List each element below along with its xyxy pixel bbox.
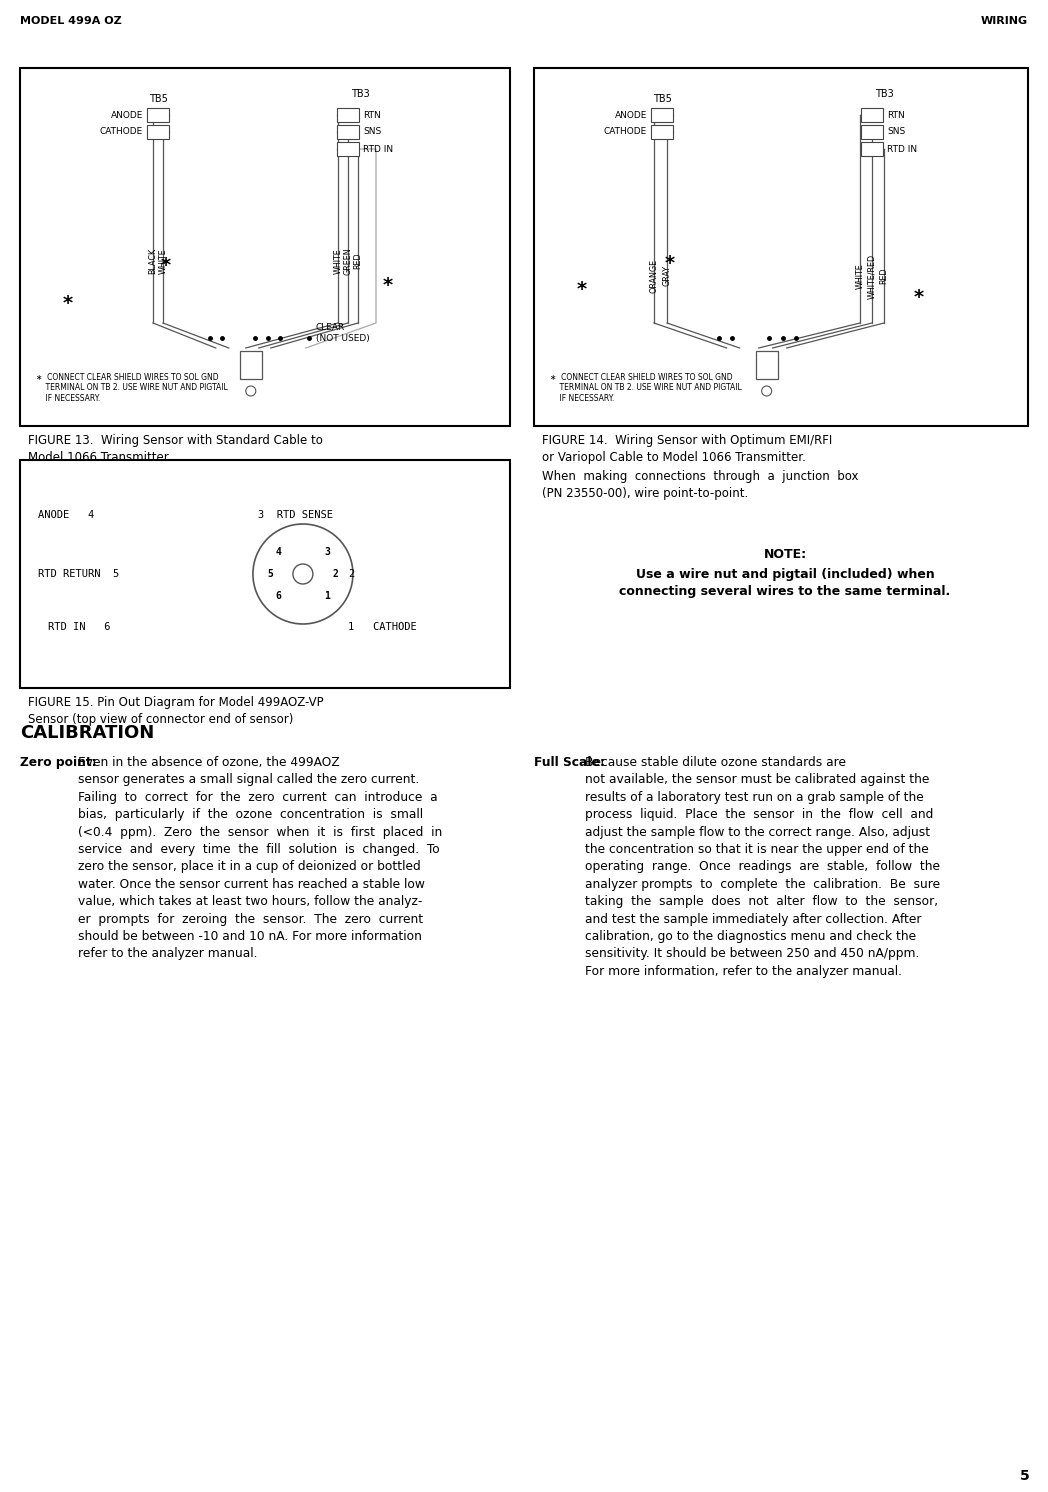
Text: RTD IN: RTD IN: [363, 145, 393, 154]
Text: RTD IN   6: RTD IN 6: [48, 622, 110, 633]
Text: TB5: TB5: [653, 94, 672, 104]
Text: SNS: SNS: [887, 127, 905, 136]
Text: RED: RED: [353, 252, 363, 270]
Text: WHITE/RED: WHITE/RED: [868, 254, 876, 298]
Text: ANODE: ANODE: [111, 110, 143, 119]
Text: RED: RED: [879, 267, 889, 285]
Bar: [240, 351, 262, 379]
Text: *: *: [914, 288, 924, 307]
Text: WHITE: WHITE: [855, 263, 865, 289]
Text: ANODE   4: ANODE 4: [38, 510, 94, 519]
Bar: [534, 69, 1028, 427]
Circle shape: [246, 386, 256, 395]
Text: TB5: TB5: [149, 94, 168, 104]
Text: NOTE:: NOTE:: [763, 548, 807, 561]
Text: BLACK: BLACK: [149, 248, 157, 275]
Text: Full Scale:: Full Scale:: [534, 756, 605, 768]
Circle shape: [253, 524, 353, 624]
Text: WIRING: WIRING: [981, 16, 1028, 25]
Bar: [861, 107, 883, 122]
Bar: [756, 351, 778, 379]
Bar: [337, 107, 359, 122]
Text: GREEN: GREEN: [344, 248, 352, 275]
Text: ORANGE: ORANGE: [650, 260, 658, 292]
Text: MODEL 499A OZ: MODEL 499A OZ: [20, 16, 122, 25]
Bar: [861, 142, 883, 157]
Text: 1   CATHODE: 1 CATHODE: [348, 622, 417, 633]
Text: ∗  CONNECT CLEAR SHIELD WIRES TO SOL GND
    TERMINAL ON TB 2. USE WIRE NUT AND : ∗ CONNECT CLEAR SHIELD WIRES TO SOL GND …: [36, 373, 227, 403]
Text: 4: 4: [276, 548, 281, 557]
Text: 3: 3: [325, 548, 331, 557]
Text: *: *: [577, 280, 587, 300]
Text: *: *: [664, 254, 675, 273]
Text: CATHODE: CATHODE: [100, 127, 143, 136]
Text: 1: 1: [325, 591, 330, 601]
Text: RTN: RTN: [363, 110, 380, 119]
Text: FIGURE 15. Pin Out Diagram for Model 499AOZ-VP
Sensor (top view of connector end: FIGURE 15. Pin Out Diagram for Model 499…: [28, 695, 324, 727]
Bar: [147, 125, 169, 139]
Text: Even in the absence of ozone, the 499AOZ
sensor generates a small signal called : Even in the absence of ozone, the 499AOZ…: [78, 756, 442, 961]
Text: Use a wire nut and pigtail (included) when
connecting several wires to the same : Use a wire nut and pigtail (included) wh…: [619, 568, 951, 598]
Bar: [861, 125, 883, 139]
Text: Zero point:: Zero point:: [20, 756, 96, 768]
Text: RTD IN: RTD IN: [887, 145, 917, 154]
Text: SNS: SNS: [363, 127, 381, 136]
Text: *: *: [63, 294, 73, 312]
Circle shape: [293, 564, 313, 583]
Text: ANODE: ANODE: [614, 110, 647, 119]
Text: 2: 2: [333, 568, 339, 579]
Text: *: *: [161, 255, 171, 275]
Text: 5: 5: [267, 568, 272, 579]
Text: 3  RTD SENSE: 3 RTD SENSE: [258, 510, 333, 519]
Bar: [337, 125, 359, 139]
Text: CLEAR
(NOT USED): CLEAR (NOT USED): [315, 324, 370, 343]
Bar: [651, 107, 673, 122]
Text: 5: 5: [1021, 1470, 1030, 1483]
Bar: [20, 460, 510, 688]
Text: GRAY: GRAY: [662, 266, 672, 286]
Bar: [20, 69, 510, 427]
Bar: [337, 142, 359, 157]
Text: RTD RETURN  5: RTD RETURN 5: [38, 568, 119, 579]
Text: ∗  CONNECT CLEAR SHIELD WIRES TO SOL GND
    TERMINAL ON TB 2. USE WIRE NUT AND : ∗ CONNECT CLEAR SHIELD WIRES TO SOL GND …: [550, 373, 742, 403]
Circle shape: [762, 386, 771, 395]
Bar: [147, 107, 169, 122]
Text: WHITE: WHITE: [158, 248, 168, 275]
Text: 6: 6: [276, 591, 281, 601]
Text: 2: 2: [348, 568, 354, 579]
Text: FIGURE 14.  Wiring Sensor with Optimum EMI/RFI
or Variopol Cable to Model 1066 T: FIGURE 14. Wiring Sensor with Optimum EM…: [542, 434, 832, 464]
Text: *: *: [383, 276, 393, 294]
Text: WHITE: WHITE: [333, 248, 343, 275]
Text: CATHODE: CATHODE: [604, 127, 647, 136]
Text: FIGURE 13.  Wiring Sensor with Standard Cable to
Model 1066 Transmitter.: FIGURE 13. Wiring Sensor with Standard C…: [28, 434, 323, 464]
Text: When  making  connections  through  a  junction  box
(PN 23550-00), wire point-t: When making connections through a juncti…: [542, 470, 858, 500]
Text: CALIBRATION: CALIBRATION: [20, 724, 154, 742]
Bar: [651, 125, 673, 139]
Text: TB3: TB3: [351, 90, 369, 98]
Text: RTN: RTN: [887, 110, 904, 119]
Text: Because stable dilute ozone standards are
not available, the sensor must be cali: Because stable dilute ozone standards ar…: [585, 756, 940, 977]
Text: TB3: TB3: [875, 90, 893, 98]
